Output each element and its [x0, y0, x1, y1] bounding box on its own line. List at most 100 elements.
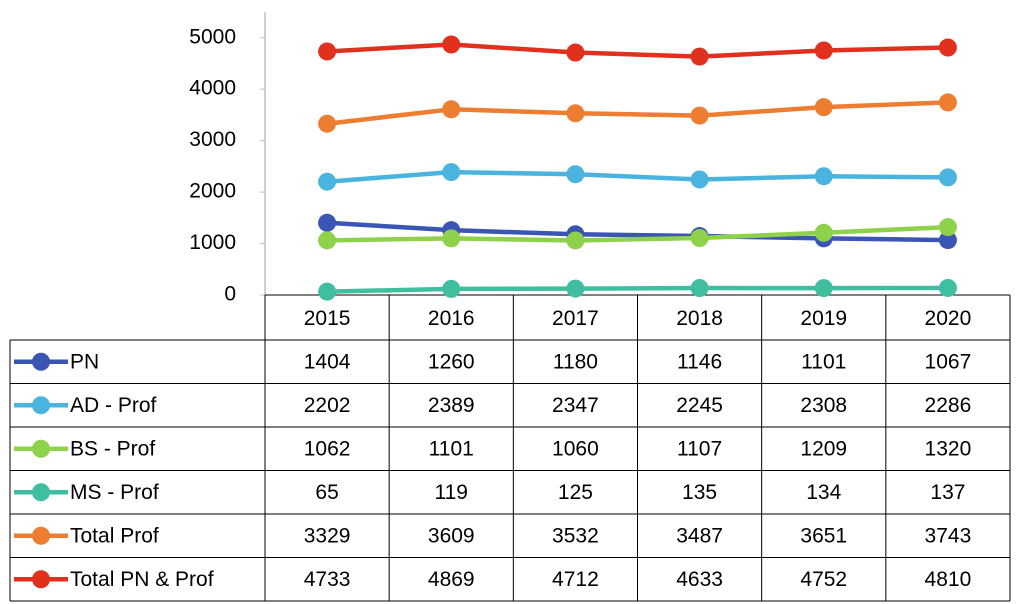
table-value: 4712	[552, 568, 599, 591]
table-value: 1062	[304, 437, 351, 460]
table-value: 3487	[676, 524, 723, 547]
table-value: 1209	[800, 437, 847, 460]
marker	[442, 100, 461, 119]
marker	[938, 38, 957, 57]
x-tick-label: 2015	[304, 307, 351, 330]
x-tick-label: 2017	[552, 307, 599, 330]
table-value: 1260	[428, 350, 475, 373]
marker	[690, 47, 709, 66]
marker	[938, 278, 957, 297]
marker	[938, 168, 957, 187]
legend-label: BS - Prof	[70, 437, 155, 460]
legend-label: Total PN & Prof	[70, 568, 214, 591]
marker	[442, 279, 461, 298]
marker	[566, 231, 585, 250]
marker	[442, 35, 461, 54]
table-value: 2389	[428, 394, 475, 417]
table-value: 1101	[801, 350, 846, 373]
table-value: 4633	[676, 568, 723, 591]
marker	[442, 163, 461, 182]
marker	[690, 229, 709, 248]
table-value: 1146	[677, 350, 722, 373]
table-value: 125	[558, 481, 593, 504]
y-tick-label: 3000	[189, 128, 236, 151]
table-value: 2286	[925, 394, 972, 417]
legend-label: MS - Prof	[70, 481, 159, 504]
table-value: 4733	[304, 568, 351, 591]
marker	[318, 231, 337, 250]
legend-marker	[32, 352, 50, 371]
table-value: 1101	[429, 437, 474, 460]
table-value: 1404	[304, 350, 351, 373]
y-tick-label: 0	[224, 283, 236, 306]
table-value: 2245	[676, 394, 723, 417]
marker	[690, 170, 709, 189]
table-value: 134	[806, 481, 841, 504]
table-value: 4752	[800, 568, 847, 591]
y-tick-label: 2000	[189, 180, 236, 203]
marker	[938, 231, 957, 250]
table-value: 3651	[800, 524, 847, 547]
table-value: 137	[930, 481, 965, 504]
legend-marker	[32, 483, 50, 502]
x-tick-label: 2018	[676, 307, 723, 330]
table-value: 1107	[677, 437, 722, 460]
table-value: 1067	[925, 350, 972, 373]
table-value: 4810	[925, 568, 972, 591]
table-value: 3329	[304, 524, 351, 547]
marker	[690, 279, 709, 298]
table-value: 1320	[925, 437, 972, 460]
series-line	[327, 285, 948, 294]
table-value: 2308	[800, 394, 847, 417]
marker	[566, 279, 585, 298]
marker	[318, 282, 337, 301]
table-value: 3743	[925, 524, 972, 547]
series-line	[326, 100, 949, 126]
series-line	[326, 42, 948, 59]
marker	[814, 98, 833, 117]
series-line	[326, 220, 948, 243]
series-line	[326, 169, 948, 184]
x-tick-label: 2020	[925, 307, 972, 330]
marker	[938, 218, 957, 237]
marker	[566, 165, 585, 184]
marker	[814, 279, 833, 298]
marker	[566, 43, 585, 62]
series-line	[327, 224, 949, 243]
marker	[938, 93, 957, 112]
marker	[814, 223, 833, 242]
marker	[318, 213, 337, 232]
marker	[814, 41, 833, 60]
marker	[566, 104, 585, 123]
table-value: 2202	[304, 394, 351, 417]
table-value: 2347	[552, 394, 599, 417]
marker	[814, 167, 833, 186]
marker	[318, 114, 337, 133]
marker	[690, 106, 709, 125]
table-value: 3609	[428, 524, 475, 547]
legend-label: PN	[70, 350, 99, 373]
table-value: 4869	[428, 568, 475, 591]
x-tick-label: 2016	[428, 307, 475, 330]
legend-marker	[32, 570, 50, 589]
y-tick-label: 1000	[189, 231, 236, 254]
marker	[318, 172, 337, 191]
legend-label: Total Prof	[70, 524, 159, 547]
y-tick-label: 5000	[189, 25, 236, 48]
table-value: 1060	[552, 437, 599, 460]
table-value: 135	[682, 481, 717, 504]
x-tick-label: 2019	[800, 307, 847, 330]
legend-label: AD - Prof	[70, 394, 157, 417]
table-value: 1180	[553, 350, 598, 373]
legend-marker	[32, 526, 50, 545]
marker	[318, 42, 337, 61]
table-value: 65	[315, 481, 338, 504]
y-tick-label: 4000	[189, 77, 236, 100]
table-value: 119	[435, 481, 468, 504]
table-value: 3532	[552, 524, 599, 547]
legend-marker	[32, 439, 50, 458]
marker	[442, 229, 461, 248]
legend-marker	[32, 396, 50, 415]
